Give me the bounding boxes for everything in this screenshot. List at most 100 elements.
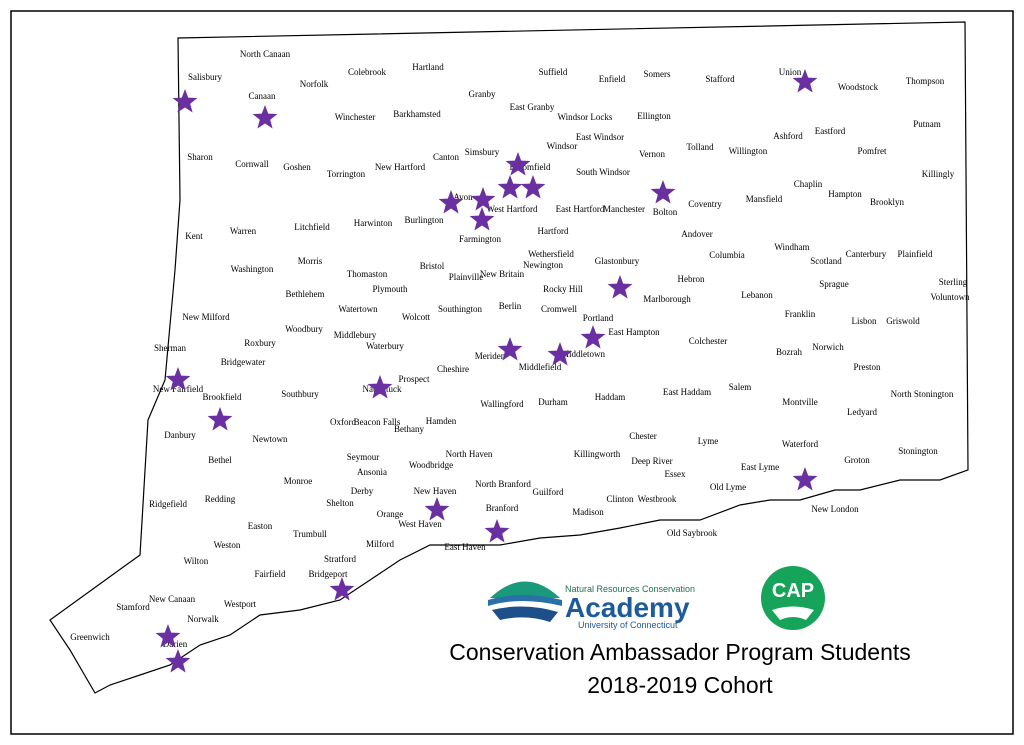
town-label: Voluntown <box>930 292 970 302</box>
town-label: Sherman <box>154 343 186 353</box>
town-label: Manchester <box>603 204 645 214</box>
town-label: Hampton <box>828 189 862 199</box>
student-star <box>505 152 531 176</box>
student-star <box>172 89 198 113</box>
town-label: New Fairfield <box>153 384 204 394</box>
town-label: North Haven <box>446 449 493 459</box>
town-label: Guilford <box>533 487 564 497</box>
town-label: Mansfield <box>746 194 783 204</box>
town-label: Ridgefield <box>149 499 187 509</box>
town-label: Bristol <box>420 261 445 271</box>
town-label: Plainville <box>449 272 484 282</box>
town-label: Beacon Falls <box>354 417 401 427</box>
town-label: Durham <box>538 397 568 407</box>
town-label: Darien <box>163 639 188 649</box>
town-label: Goshen <box>283 162 311 172</box>
town-label: Southington <box>438 304 483 314</box>
town-label: Bolton <box>653 207 678 217</box>
town-label: Glastonbury <box>595 256 640 266</box>
town-label: Lisbon <box>851 316 877 326</box>
student-star <box>469 207 495 231</box>
town-label: Bloomfield <box>510 162 551 172</box>
town-label: Brooklyn <box>870 197 905 207</box>
town-label: Bethlehem <box>286 289 325 299</box>
town-label: Old Saybrook <box>667 528 718 538</box>
town-label: Canterbury <box>846 249 887 259</box>
town-label: Hartland <box>412 62 444 72</box>
town-label: Orange <box>377 509 404 519</box>
town-label: Monroe <box>284 476 313 486</box>
town-label: Southbury <box>281 389 319 399</box>
town-label: Suffield <box>539 67 568 77</box>
town-label: Madison <box>572 507 604 517</box>
town-label: Union <box>779 67 802 77</box>
town-label: Washington <box>231 264 274 274</box>
student-star <box>547 342 573 366</box>
student-star <box>252 105 278 129</box>
title-line-1: Conservation Ambassador Program Students <box>449 639 911 665</box>
student-star <box>470 187 496 211</box>
town-label: North Canaan <box>240 49 291 59</box>
town-label: Clinton <box>606 494 634 504</box>
student-star <box>792 69 818 93</box>
town-label: Bozrah <box>776 347 802 357</box>
town-label: Ashford <box>773 131 803 141</box>
town-label: East Haddam <box>663 387 711 397</box>
town-label: Killingly <box>922 169 955 179</box>
town-label: Avon <box>453 192 473 202</box>
town-label: Litchfield <box>294 222 330 232</box>
town-label: Bridgeport <box>309 569 348 579</box>
town-label: Greenwich <box>70 632 110 642</box>
cap-wave <box>772 606 814 620</box>
town-label: East Hartford <box>556 204 605 214</box>
town-label: Haddam <box>595 392 626 402</box>
town-label: Granby <box>469 89 496 99</box>
town-label: Chaplin <box>794 179 823 189</box>
town-label: Ledyard <box>847 407 877 417</box>
town-label: North Stonington <box>891 389 954 399</box>
title-line-2: 2018-2019 Cohort <box>587 672 773 698</box>
student-star <box>329 577 355 601</box>
town-label: Coventry <box>688 199 722 209</box>
town-label: New Hartford <box>375 162 426 172</box>
town-label: Sharon <box>187 152 213 162</box>
town-label: Wolcott <box>402 312 431 322</box>
town-label: Middlebury <box>334 330 377 340</box>
town-label: Morris <box>298 256 323 266</box>
student-star <box>497 175 523 199</box>
town-label: Windsor <box>547 141 578 151</box>
town-label: Middletown <box>561 349 605 359</box>
logo-name: Academy <box>565 592 690 623</box>
logo-org: Natural Resources Conservation <box>565 584 695 594</box>
town-label: Westbrook <box>638 494 677 504</box>
town-label: Stonington <box>898 446 938 456</box>
town-label: Groton <box>844 455 870 465</box>
student-star <box>520 175 546 199</box>
town-label: Warren <box>230 226 257 236</box>
town-label: Griswold <box>886 316 920 326</box>
town-label: West Haven <box>398 519 442 529</box>
town-label: Derby <box>351 486 374 496</box>
town-label: Bridgewater <box>221 357 265 367</box>
town-label: Hebron <box>678 274 705 284</box>
cap-text: CAP <box>772 580 814 602</box>
town-label: Stafford <box>705 74 735 84</box>
town-label: South Windsor <box>576 167 630 177</box>
town-label: Burlington <box>404 215 444 225</box>
town-label: Wethersfield <box>528 249 574 259</box>
town-label: Hartford <box>538 226 569 236</box>
town-label: Thompson <box>906 76 945 86</box>
student-star <box>792 467 818 491</box>
town-label: West Hartford <box>486 204 538 214</box>
town-label: Vernon <box>639 149 665 159</box>
town-label: Salem <box>729 382 752 392</box>
town-label: Torrington <box>327 169 366 179</box>
town-label: New Canaan <box>149 594 196 604</box>
student-star <box>207 407 233 431</box>
student-star <box>580 325 606 349</box>
town-label: Killingworth <box>574 449 621 459</box>
town-label: Old Lyme <box>710 482 746 492</box>
town-label: Fairfield <box>255 569 286 579</box>
town-label: Woodbridge <box>409 460 453 470</box>
student-star <box>155 624 181 648</box>
